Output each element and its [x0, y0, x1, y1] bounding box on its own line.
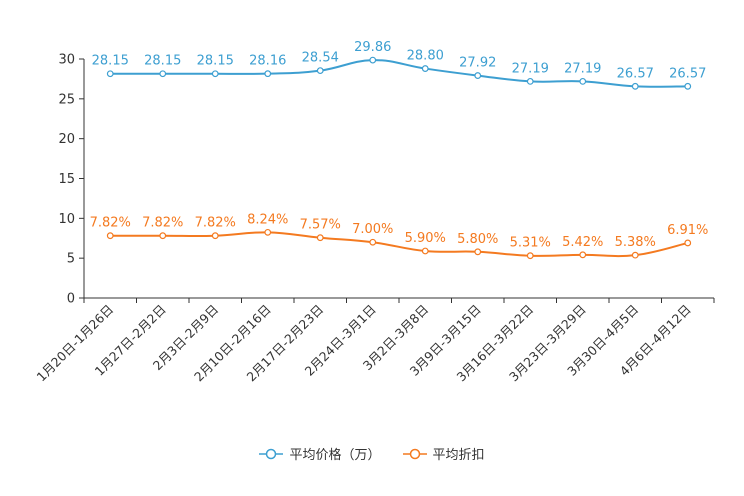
series-line: [110, 231, 688, 258]
y-tick-label: 0: [67, 292, 75, 307]
data-label: 27.19: [564, 61, 601, 76]
y-tick-label: 5: [67, 252, 75, 267]
y-tick-label: 10: [58, 212, 75, 227]
data-label: 28.54: [302, 51, 339, 66]
data-label: 8.24%: [247, 212, 288, 227]
data-label: 28.80: [407, 49, 444, 64]
data-point[interactable]: [684, 239, 692, 247]
y-tick-label: 25: [58, 92, 75, 107]
data-point[interactable]: [421, 65, 429, 72]
data-label: 26.57: [617, 66, 654, 81]
legend-discount-label: 平均折扣: [432, 448, 485, 463]
data-point[interactable]: [631, 251, 639, 259]
data-point[interactable]: [264, 228, 272, 236]
x-axis-ticks: 1月20日-1月26日1月27日-2月2日2月3日-2月9日2月10日-2月16…: [33, 298, 715, 384]
legend-discount-marker-icon: [402, 448, 427, 460]
data-label: 27.19: [512, 61, 549, 76]
data-point[interactable]: [526, 252, 534, 260]
legend-price-marker-icon: [259, 448, 284, 460]
series-group: 28.15 28.15 28.15 28.16 28.54 29.86 28.80 27.92…: [90, 40, 708, 260]
data-label: 28.16: [249, 54, 286, 69]
data-point[interactable]: [526, 77, 534, 85]
data-point[interactable]: [316, 234, 324, 242]
data-label: 5.31%: [510, 236, 551, 251]
y-tick-label: 20: [58, 132, 75, 147]
data-point[interactable]: [579, 251, 587, 259]
data-label: 5.80%: [457, 232, 498, 247]
legend-price-label: 平均价格（万）: [289, 448, 381, 463]
data-label: 7.57%: [300, 218, 341, 233]
data-label: 26.57: [669, 66, 706, 81]
y-tick-label: 30: [58, 53, 75, 68]
data-point[interactable]: [421, 247, 429, 255]
legend-item-price[interactable]: 平均价格（万）: [259, 444, 381, 463]
data-label: 7.82%: [90, 216, 131, 231]
data-point[interactable]: [474, 72, 482, 79]
data-label: 28.15: [144, 54, 181, 69]
data-point[interactable]: [211, 232, 219, 240]
data-point[interactable]: [106, 70, 114, 78]
data-point[interactable]: [159, 232, 167, 240]
series-price: 28.15 28.15 28.15 28.16 28.54 29.86 28.80 27.92…: [92, 40, 706, 90]
data-label: 28.15: [92, 54, 129, 69]
axes: [83, 59, 714, 299]
data-label: 29.86: [354, 40, 391, 55]
y-axis-ticks: 0 5 10 15 20 25 30: [58, 53, 84, 307]
data-point[interactable]: [316, 67, 324, 75]
data-point[interactable]: [369, 238, 377, 246]
data-label: 28.15: [197, 54, 234, 69]
data-label: 6.91%: [667, 223, 708, 238]
data-label: 5.38%: [615, 235, 656, 250]
data-point[interactable]: [684, 82, 692, 90]
data-label: 7.00%: [352, 222, 393, 237]
data-point[interactable]: [264, 70, 272, 78]
data-label: 7.82%: [142, 216, 183, 231]
legend-item-discount[interactable]: 平均折扣: [402, 444, 485, 463]
data-label: 5.42%: [562, 235, 603, 250]
series-line: [110, 59, 688, 88]
data-point[interactable]: [474, 248, 482, 256]
legend: 平均价格（万） 平均折扣: [0, 444, 744, 463]
data-point[interactable]: [159, 70, 167, 78]
data-point[interactable]: [106, 232, 114, 240]
data-point[interactable]: [369, 56, 377, 64]
series-discount: 7.82% 7.82% 7.82% 8.24% 7.57% 7.00% 5.90% 5.80%…: [90, 212, 708, 260]
data-label: 5.90%: [405, 231, 446, 246]
y-tick-label: 15: [58, 172, 75, 187]
data-point[interactable]: [579, 77, 587, 85]
data-label: 7.82%: [195, 216, 236, 231]
data-point[interactable]: [631, 82, 639, 90]
data-label: 27.92: [459, 56, 496, 71]
data-point[interactable]: [211, 70, 219, 78]
